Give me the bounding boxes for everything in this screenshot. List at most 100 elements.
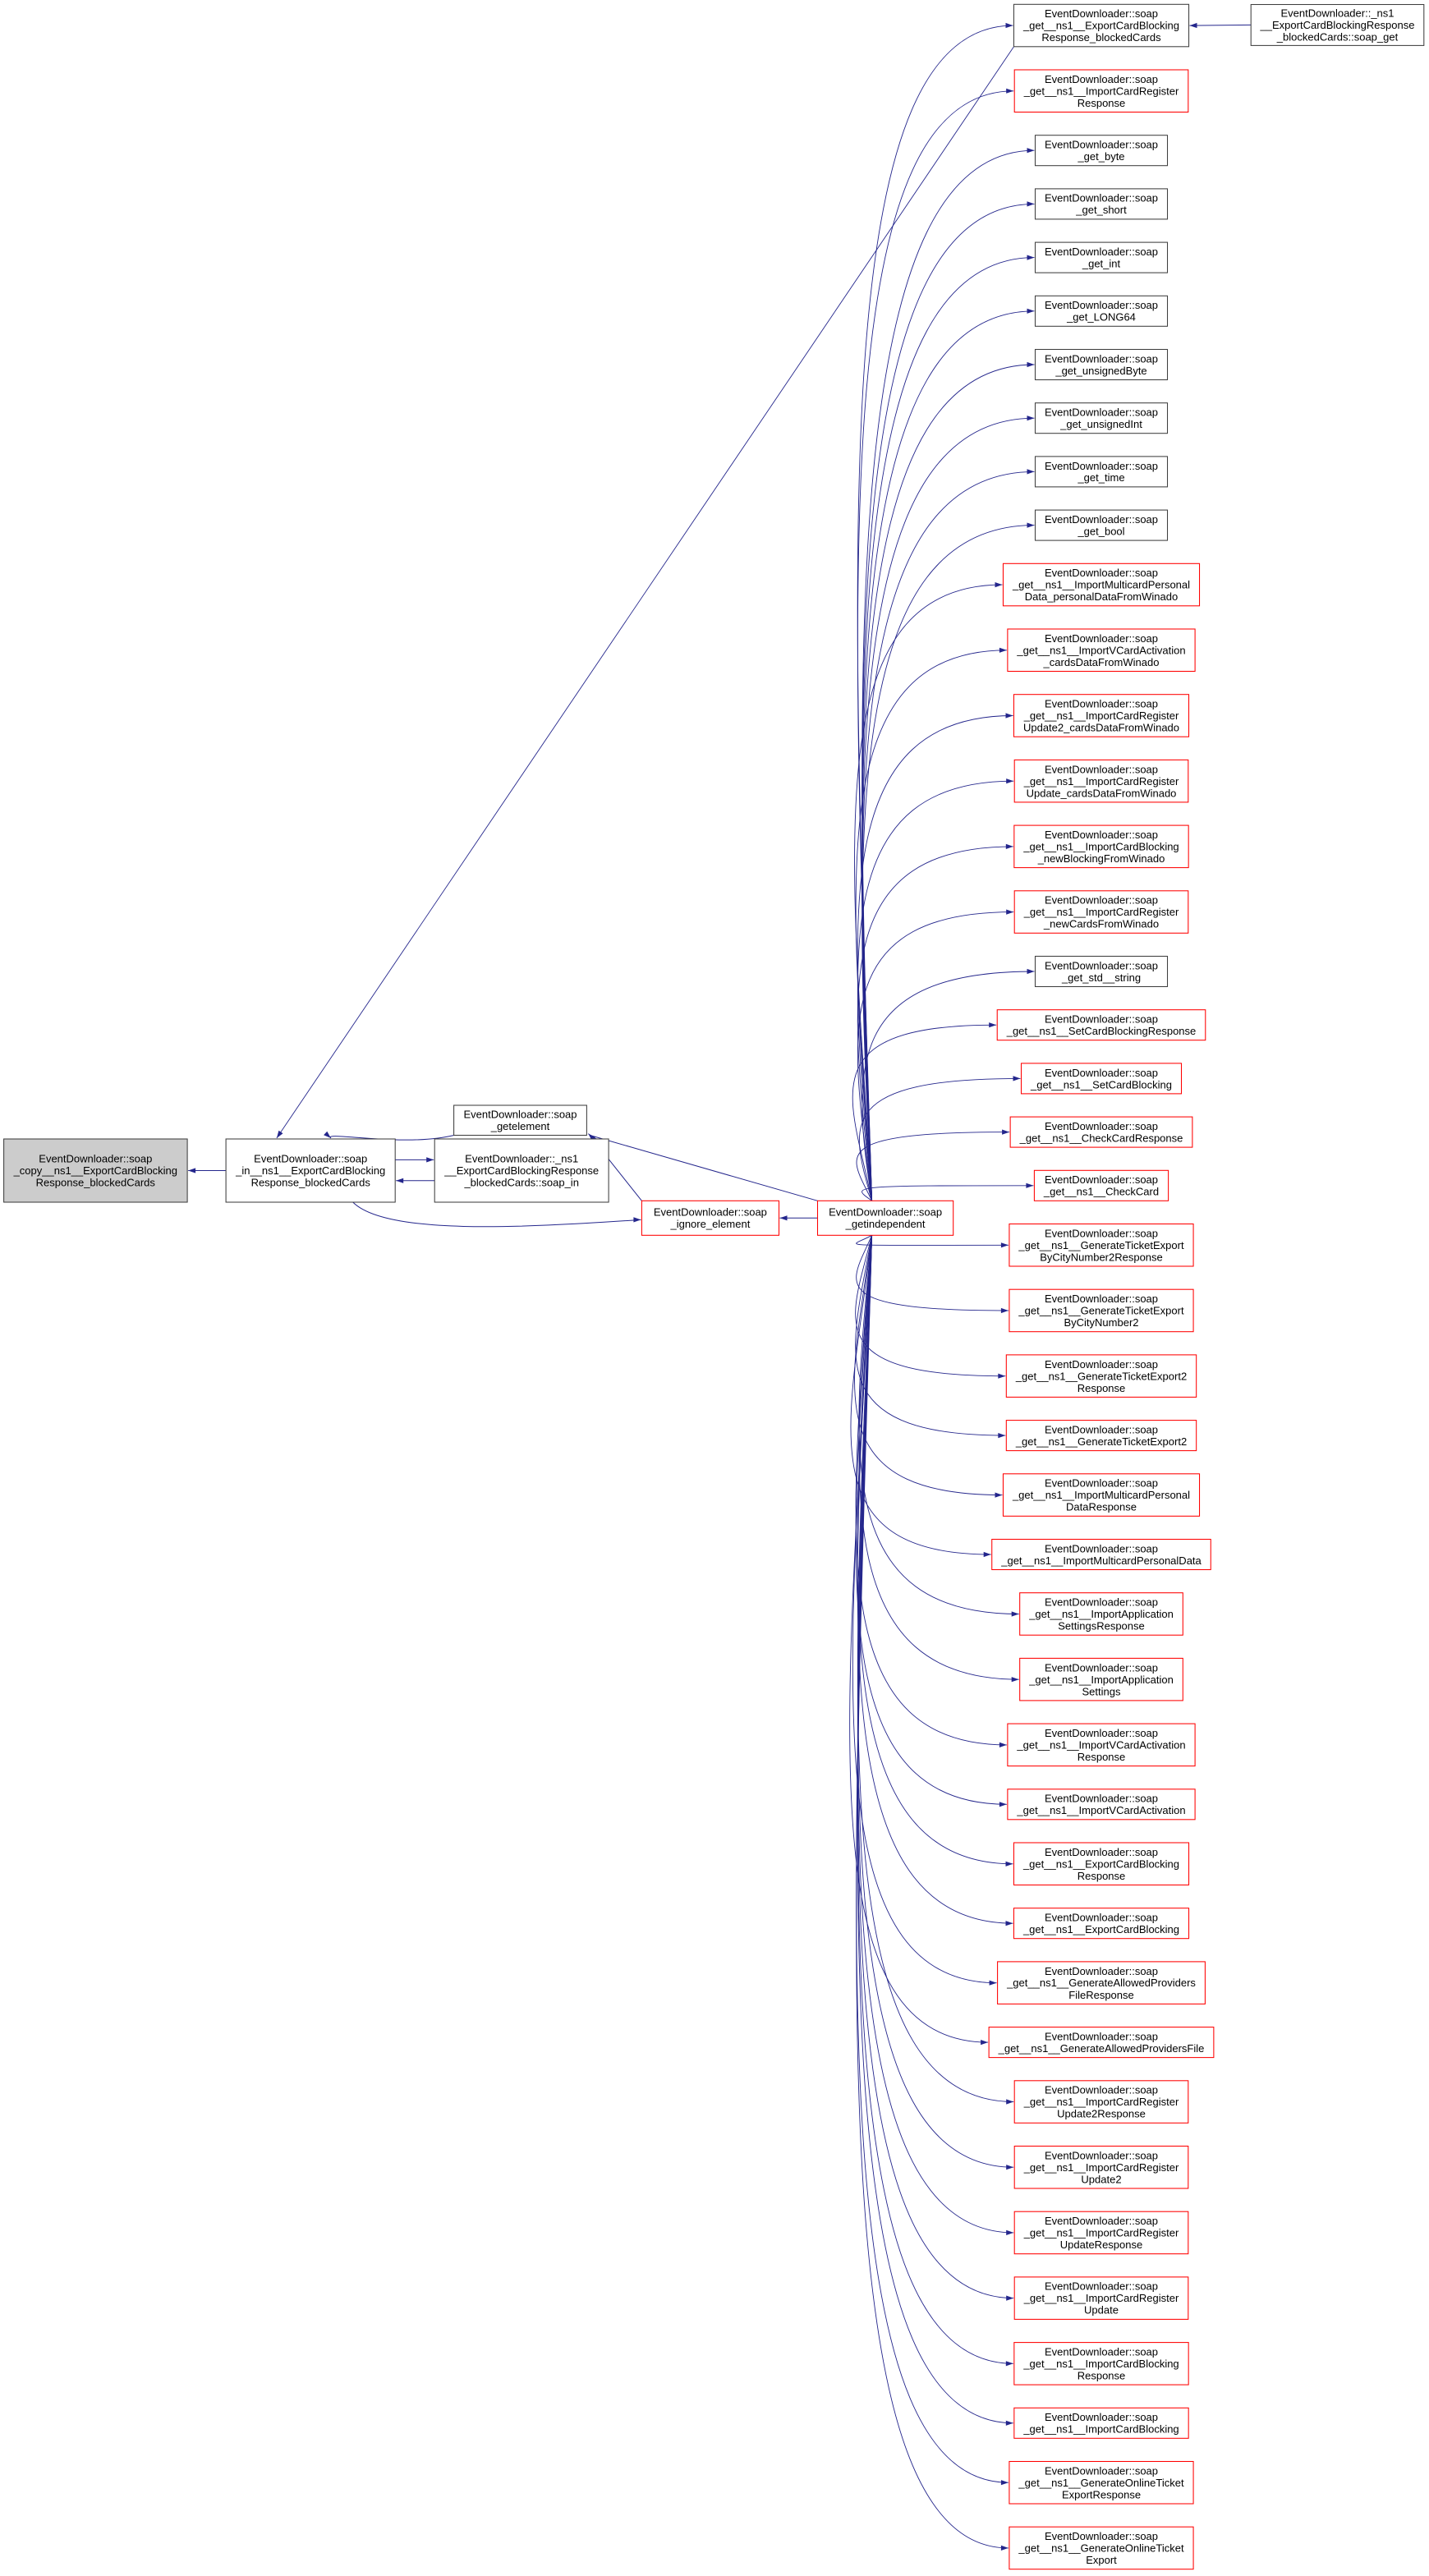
svg-text:_get__ns1__ImportApplication: _get__ns1__ImportApplication (1028, 1674, 1174, 1686)
svg-text:Response: Response (1077, 2369, 1126, 2381)
svg-text:EventDownloader::_ns1: EventDownloader::_ns1 (465, 1153, 578, 1165)
svg-text:UpdateResponse: UpdateResponse (1060, 2239, 1142, 2251)
svg-text:EventDownloader::soap: EventDownloader::soap (1045, 406, 1158, 419)
svg-text:DataResponse: DataResponse (1066, 1501, 1137, 1513)
svg-text:_get__ns1__ExportCardBlocking: _get__ns1__ExportCardBlocking (1022, 1857, 1179, 1870)
svg-text:_get__ns1__GenerateTicketExpor: _get__ns1__GenerateTicketExport2 (1015, 1370, 1187, 1382)
svg-text:EventDownloader::soap: EventDownloader::soap (1045, 2345, 1158, 2358)
svg-text:Settings: Settings (1082, 1685, 1121, 1697)
svg-text:_get__ns1__ImportVCardActivati: _get__ns1__ImportVCardActivation (1016, 1804, 1185, 1816)
svg-text:EventDownloader::soap: EventDownloader::soap (1045, 1596, 1158, 1609)
svg-text:EventDownloader::soap: EventDownloader::soap (1045, 2280, 1158, 2293)
svg-text:__ExportCardBlockingResponse: __ExportCardBlockingResponse (1260, 19, 1415, 31)
svg-text:_newCardsFromWinado: _newCardsFromWinado (1043, 918, 1159, 930)
svg-text:EventDownloader::soap: EventDownloader::soap (654, 1206, 767, 1219)
svg-text:FileResponse: FileResponse (1068, 1989, 1134, 2001)
svg-text:EventDownloader::soap: EventDownloader::soap (1045, 1227, 1158, 1239)
svg-text:EventDownloader::soap: EventDownloader::soap (1045, 1173, 1158, 1186)
svg-text:EventDownloader::soap: EventDownloader::soap (1045, 2030, 1158, 2042)
svg-text:EventDownloader::soap: EventDownloader::soap (1045, 139, 1158, 151)
svg-text:_get__ns1__ImportCardRegister: _get__ns1__ImportCardRegister (1023, 2227, 1179, 2239)
svg-text:EventDownloader::soap: EventDownloader::soap (1045, 2084, 1158, 2096)
svg-text:EventDownloader::soap: EventDownloader::soap (1045, 1793, 1158, 1805)
svg-text:EventDownloader::soap: EventDownloader::soap (1045, 1542, 1158, 1554)
svg-text:_blockedCards::soap_get: _blockedCards::soap_get (1276, 31, 1399, 44)
svg-text:EventDownloader::soap: EventDownloader::soap (1045, 1661, 1158, 1674)
svg-text:_get__ns1__ImportMulticardPers: _get__ns1__ImportMulticardPersonal (1012, 579, 1190, 591)
svg-text:_get__ns1__ExportCardBlocking: _get__ns1__ExportCardBlocking (1022, 1923, 1179, 1935)
svg-text:EventDownloader::soap: EventDownloader::soap (1045, 2149, 1158, 2161)
svg-text:EventDownloader::soap: EventDownloader::soap (1045, 352, 1158, 365)
svg-text:_get__ns1__ImportMulticardPers: _get__ns1__ImportMulticardPersonal (1012, 1489, 1190, 1501)
svg-text:EventDownloader::soap: EventDownloader::soap (1045, 460, 1158, 472)
svg-text:Response: Response (1077, 1870, 1126, 1882)
svg-text:EventDownloader::soap: EventDownloader::soap (463, 1109, 577, 1121)
svg-text:EventDownloader::soap: EventDownloader::soap (1045, 1424, 1158, 1436)
svg-text:Data_personalDataFromWinado: Data_personalDataFromWinado (1025, 590, 1178, 603)
svg-text:_get__ns1__GenerateOnlineTicke: _get__ns1__GenerateOnlineTicket (1018, 2477, 1184, 2489)
svg-text:Response_blockedCards: Response_blockedCards (251, 1177, 371, 1189)
svg-text:EventDownloader::soap: EventDownloader::soap (1045, 73, 1158, 85)
svg-text:Update2Response: Update2Response (1057, 2108, 1146, 2120)
svg-text:_get__ns1__GenerateTicketExpor: _get__ns1__GenerateTicketExport2 (1015, 1435, 1187, 1448)
svg-text:EventDownloader::soap: EventDownloader::soap (1045, 894, 1158, 907)
svg-text:EventDownloader::soap: EventDownloader::soap (254, 1153, 367, 1165)
svg-text:_get__ns1__ImportCardRegister: _get__ns1__ImportCardRegister (1023, 2161, 1179, 2174)
svg-text:_get_unsignedInt: _get_unsignedInt (1059, 418, 1142, 430)
svg-text:_get_byte: _get_byte (1077, 150, 1124, 163)
svg-text:Response: Response (1077, 1751, 1126, 1763)
svg-text:_getindependent: _getindependent (845, 1218, 926, 1230)
svg-text:_get__ns1__ImportCardBlocking: _get__ns1__ImportCardBlocking (1022, 2423, 1179, 2436)
svg-text:_getelement: _getelement (490, 1120, 550, 1132)
svg-text:_get__ns1__ImportMulticardPers: _get__ns1__ImportMulticardPersonalData (1000, 1554, 1202, 1567)
svg-text:EventDownloader::soap: EventDownloader::soap (1045, 2530, 1158, 2542)
svg-text:_get_int: _get_int (1082, 257, 1121, 269)
svg-text:Response: Response (1077, 97, 1126, 109)
svg-text:_get__ns1__ImportVCardActivati: _get__ns1__ImportVCardActivation (1016, 1739, 1185, 1752)
svg-text:_get__ns1__ImportCardRegister: _get__ns1__ImportCardRegister (1023, 2096, 1179, 2108)
svg-text:_get__ns1__ImportCardRegister: _get__ns1__ImportCardRegister (1023, 775, 1179, 787)
svg-text:EventDownloader::soap: EventDownloader::soap (1045, 2411, 1158, 2423)
svg-text:_get__ns1__GenerateTicketExpor: _get__ns1__GenerateTicketExport (1018, 1305, 1184, 1317)
svg-text:EventDownloader::soap: EventDownloader::soap (1045, 192, 1158, 204)
svg-text:Update2_cardsDataFromWinado: Update2_cardsDataFromWinado (1023, 722, 1179, 734)
svg-text:EventDownloader::soap: EventDownloader::soap (1045, 7, 1158, 20)
svg-text:EventDownloader::soap: EventDownloader::soap (1045, 1727, 1158, 1739)
svg-text:_get__ns1__GenerateOnlineTicke: _get__ns1__GenerateOnlineTicket (1018, 2542, 1184, 2555)
svg-text:_cardsDataFromWinado: _cardsDataFromWinado (1043, 656, 1160, 668)
svg-text:EventDownloader::soap: EventDownloader::soap (1045, 1912, 1158, 1924)
svg-text:EventDownloader::soap: EventDownloader::soap (1045, 567, 1158, 579)
svg-text:_copy__ns1__ExportCardBlocking: _copy__ns1__ExportCardBlocking (13, 1164, 177, 1177)
svg-text:EventDownloader::soap: EventDownloader::soap (1045, 763, 1158, 775)
svg-text:_ignore_element: _ignore_element (669, 1218, 750, 1230)
svg-text:_get__ns1__ImportVCardActivati: _get__ns1__ImportVCardActivation (1016, 644, 1185, 656)
svg-text:Update_cardsDataFromWinado: Update_cardsDataFromWinado (1027, 787, 1177, 799)
svg-text:_get_short: _get_short (1075, 204, 1127, 216)
svg-text:_get__ns1__ImportCardRegister: _get__ns1__ImportCardRegister (1023, 85, 1179, 97)
svg-text:EventDownloader::_ns1: EventDownloader::_ns1 (1280, 7, 1394, 20)
svg-text:_get__ns1__ImportCardBlocking: _get__ns1__ImportCardBlocking (1022, 841, 1179, 853)
svg-text:ByCityNumber2: ByCityNumber2 (1064, 1316, 1138, 1329)
svg-text:EventDownloader::soap: EventDownloader::soap (1045, 632, 1158, 645)
svg-text:_get__ns1__GenerateAllowedProv: _get__ns1__GenerateAllowedProvidersFile (998, 2042, 1205, 2055)
svg-text:EventDownloader::soap: EventDownloader::soap (1045, 246, 1158, 258)
svg-text:_get_std__string: _get_std__string (1061, 971, 1141, 984)
svg-text:_get_unsignedByte: _get_unsignedByte (1055, 365, 1146, 377)
svg-text:_get__ns1__CheckCardResponse: _get__ns1__CheckCardResponse (1019, 1132, 1183, 1145)
svg-text:_get__ns1__ImportCardBlocking: _get__ns1__ImportCardBlocking (1022, 2358, 1179, 2370)
svg-text:_get__ns1__ImportCardRegister: _get__ns1__ImportCardRegister (1023, 2292, 1179, 2304)
svg-text:SettingsResponse: SettingsResponse (1058, 1620, 1145, 1632)
svg-text:Response: Response (1077, 1382, 1126, 1394)
svg-text:EventDownloader::soap: EventDownloader::soap (1045, 299, 1158, 311)
svg-text:_newBlockingFromWinado: _newBlockingFromWinado (1037, 852, 1165, 865)
svg-text:EventDownloader::soap: EventDownloader::soap (1045, 1477, 1158, 1490)
svg-text:EventDownloader::soap: EventDownloader::soap (39, 1153, 152, 1165)
svg-text:_in__ns1__ExportCardBlocking: _in__ns1__ExportCardBlocking (235, 1164, 385, 1177)
svg-text:_get__ns1__ImportApplication: _get__ns1__ImportApplication (1028, 1608, 1174, 1620)
svg-text:_get_LONG64: _get_LONG64 (1066, 311, 1136, 324)
svg-text:EventDownloader::soap: EventDownloader::soap (1045, 959, 1158, 971)
svg-text:_get__ns1__SetCardBlockingResp: _get__ns1__SetCardBlockingResponse (1006, 1025, 1197, 1037)
svg-text:EventDownloader::soap: EventDownloader::soap (1045, 1846, 1158, 1858)
svg-text:_get_time: _get_time (1077, 471, 1124, 484)
svg-text:EventDownloader::soap: EventDownloader::soap (1045, 513, 1158, 526)
